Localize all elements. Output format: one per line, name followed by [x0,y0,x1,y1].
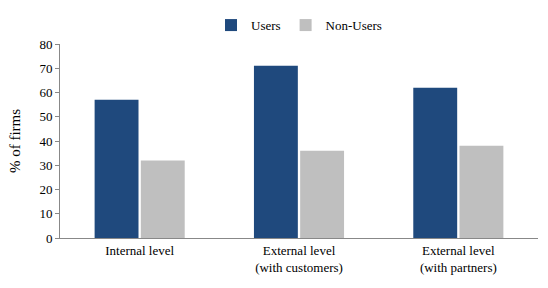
svg-text:Internal level: Internal level [105,243,174,258]
svg-text:50: 50 [39,109,52,124]
svg-text:0: 0 [46,231,53,246]
svg-text:80: 80 [39,37,52,52]
svg-text:70: 70 [39,61,52,76]
svg-text:External level(with customers): External level(with customers) [255,243,343,275]
svg-text:% of firms: % of firms [7,109,23,173]
svg-text:Users: Users [251,18,281,33]
svg-text:Non-Users: Non-Users [326,18,382,33]
svg-text:External level(with partners): External level(with partners) [420,243,497,275]
svg-text:10: 10 [39,206,52,221]
svg-text:40: 40 [39,134,52,149]
svg-text:20: 20 [39,182,52,197]
svg-text:60: 60 [39,85,52,100]
svg-text:30: 30 [39,158,52,173]
